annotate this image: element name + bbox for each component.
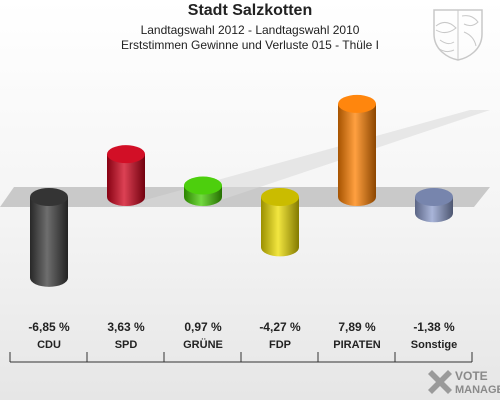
chart-subtitle: Landtagswahl 2012 - Landtagswahl 2010 bbox=[140, 23, 360, 37]
vote-manager-cross-icon bbox=[428, 370, 452, 394]
vote-manager-logo: VOTE MANAGER bbox=[428, 369, 500, 396]
bar-sonstige bbox=[415, 188, 453, 223]
value-label: -6,85 % bbox=[28, 320, 70, 334]
category-label: Sonstige bbox=[411, 339, 457, 351]
chart-subtitle-2: Erststimmen Gewinne und Verluste 015 - T… bbox=[121, 38, 379, 52]
value-label: 7,89 % bbox=[338, 320, 376, 334]
logo-line-2: MANAGER bbox=[455, 384, 500, 396]
bar-grüne bbox=[184, 176, 222, 206]
value-label: -1,38 % bbox=[413, 320, 455, 334]
bar-fdp bbox=[261, 188, 299, 257]
chart-title: Stadt Salzkotten bbox=[187, 2, 313, 19]
category-label: FDP bbox=[269, 339, 291, 351]
logo-line-1: VOTE bbox=[455, 369, 488, 383]
category-label: CDU bbox=[37, 339, 61, 351]
value-label: 3,63 % bbox=[107, 320, 145, 334]
value-label: 0,97 % bbox=[184, 320, 222, 334]
bar-piraten bbox=[338, 94, 376, 206]
category-label: PIRATEN bbox=[333, 339, 381, 351]
value-label: -4,27 % bbox=[259, 320, 301, 334]
category-label: SPD bbox=[115, 339, 138, 351]
nrw-coat-of-arms-icon bbox=[433, 9, 483, 61]
category-label: GRÜNE bbox=[183, 338, 223, 351]
bar-spd bbox=[107, 145, 145, 206]
bar-cdu bbox=[30, 188, 68, 287]
